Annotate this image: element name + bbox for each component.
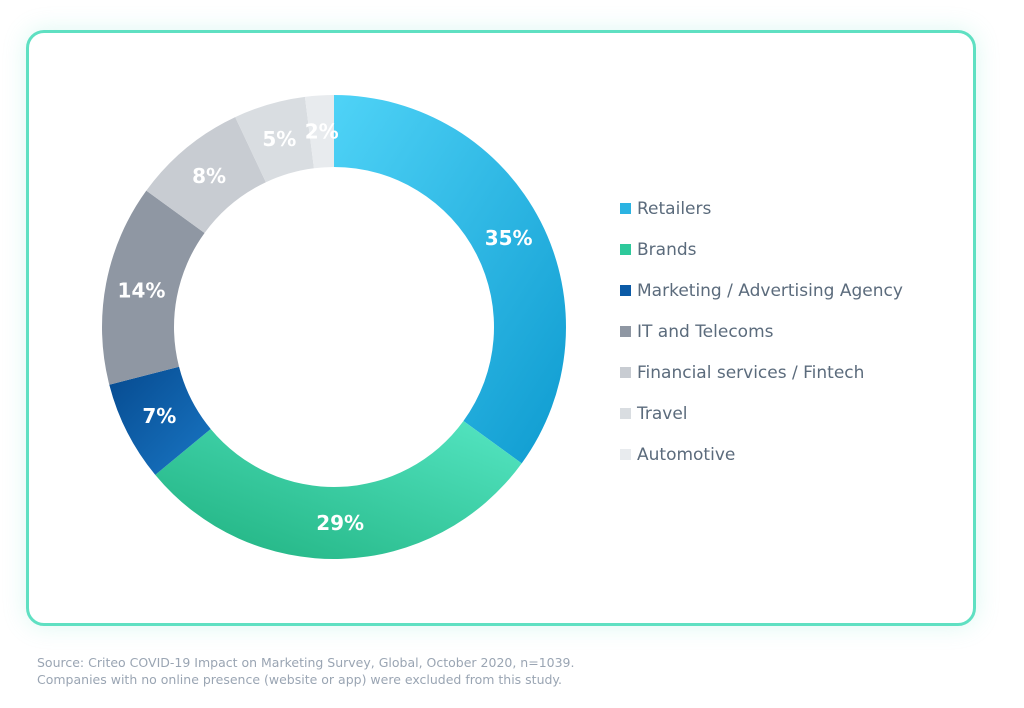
legend-item-it-and-telecoms: IT and Telecoms	[620, 311, 903, 352]
legend-item-brands: Brands	[620, 229, 903, 270]
slice-label-automotive: 2%	[305, 119, 339, 143]
legend-swatch	[620, 449, 631, 460]
legend-label: Marketing / Advertising Agency	[637, 280, 903, 301]
legend-swatch	[620, 285, 631, 296]
slice-brands	[155, 421, 522, 559]
legend-label: Travel	[637, 403, 688, 424]
legend-swatch	[620, 203, 631, 214]
slice-label-travel: 5%	[262, 127, 296, 151]
legend-swatch	[620, 408, 631, 419]
legend-item-retailers: Retailers	[620, 188, 903, 229]
slice-it-and-telecoms	[102, 190, 205, 385]
legend-item-travel: Travel	[620, 393, 903, 434]
legend-swatch	[620, 367, 631, 378]
source-note: Source: Criteo COVID-19 Impact on Market…	[37, 654, 574, 688]
legend-swatch	[620, 244, 631, 255]
slice-travel	[235, 96, 314, 183]
legend-item-financial-services-fintech: Financial services / Fintech	[620, 352, 903, 393]
slice-label-it-and-telecoms: 14%	[118, 278, 166, 302]
slice-retailers	[334, 95, 566, 464]
source-line-2: Companies with no online presence (websi…	[37, 672, 563, 687]
legend-label: Automotive	[637, 444, 736, 465]
slice-automotive	[304, 95, 334, 169]
legend-label: Financial services / Fintech	[637, 362, 865, 383]
source-line-1: Source: Criteo COVID-19 Impact on Market…	[37, 655, 575, 670]
legend-item-marketing-advertising-agency: Marketing / Advertising Agency	[620, 270, 903, 311]
slice-marketing-advertising-agency	[109, 366, 211, 475]
slice-label-financial-services-fintech: 8%	[192, 164, 226, 188]
legend-label: IT and Telecoms	[637, 321, 774, 342]
legend-label: Retailers	[637, 198, 712, 219]
legend-item-automotive: Automotive	[620, 434, 903, 475]
slice-label-retailers: 35%	[485, 226, 533, 250]
chart-legend: Retailers Brands Marketing / Advertising A…	[620, 188, 903, 475]
slice-label-brands: 29%	[316, 511, 364, 535]
legend-swatch	[620, 326, 631, 337]
slice-financial-services-fintech	[146, 117, 266, 233]
legend-label: Brands	[637, 239, 697, 260]
slice-label-marketing-advertising-agency: 7%	[142, 404, 176, 428]
